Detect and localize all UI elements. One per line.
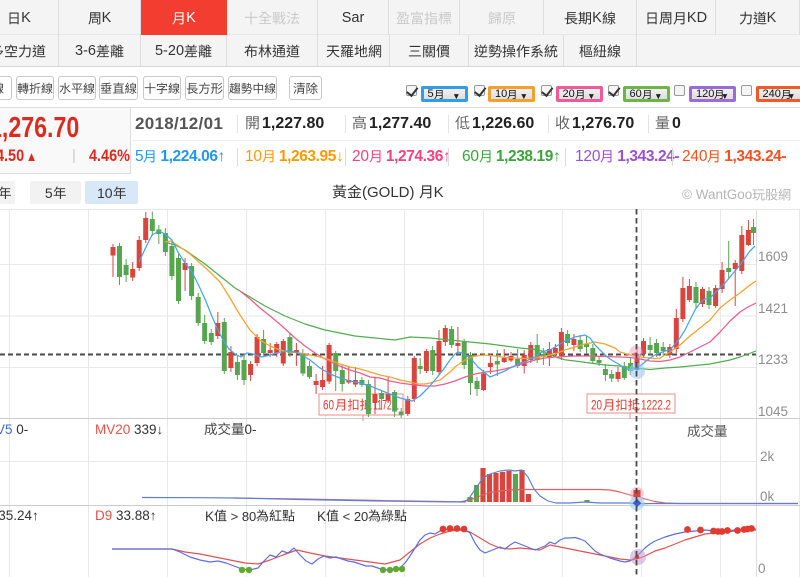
svg-text:1222.2: 1222.2 [641, 398, 671, 413]
svg-text:20: 20 [591, 398, 602, 413]
svg-text:60: 60 [323, 398, 334, 413]
